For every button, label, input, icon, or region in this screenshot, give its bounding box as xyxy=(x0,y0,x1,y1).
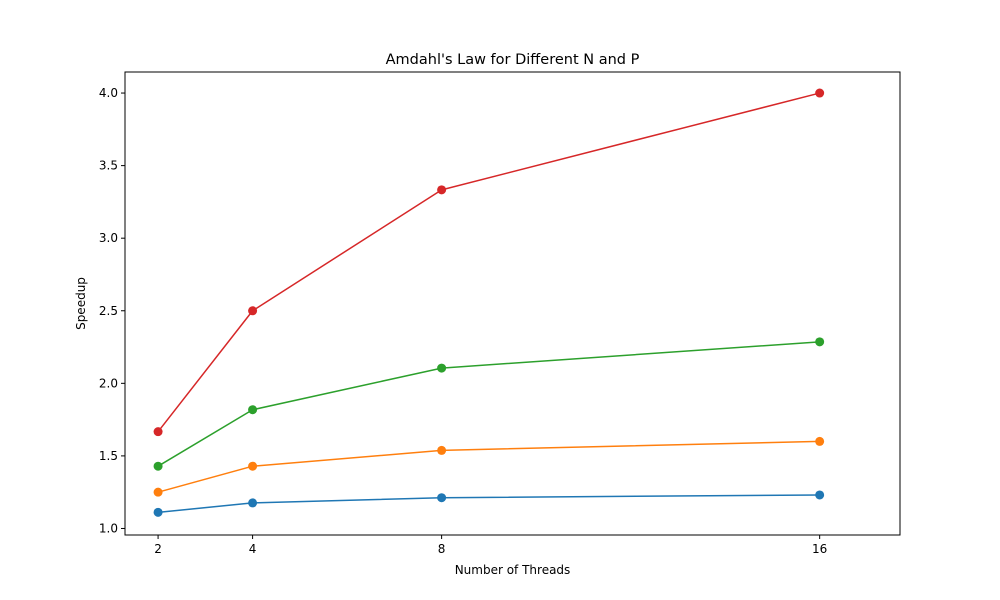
data-point xyxy=(815,337,825,347)
x-axis-ticks: 2 4 8 16 xyxy=(154,535,827,556)
series-4 xyxy=(153,88,825,437)
data-point xyxy=(248,306,258,316)
y-tick-label: 2.0 xyxy=(99,376,118,390)
series-line xyxy=(157,341,820,467)
series-line xyxy=(158,494,820,514)
series-3 xyxy=(153,337,825,471)
y-axis-ticks: 1.0 1.5 2.0 2.5 3.0 3.5 4.0 xyxy=(99,86,125,535)
plot-area xyxy=(153,88,825,517)
data-point xyxy=(153,461,163,471)
data-point xyxy=(815,490,825,500)
series-line xyxy=(157,92,820,433)
data-point xyxy=(815,88,825,98)
x-axis-label: Number of Threads xyxy=(455,563,571,577)
data-point xyxy=(153,487,163,497)
series-2 xyxy=(153,436,825,497)
data-point xyxy=(153,507,163,517)
data-point xyxy=(437,445,447,455)
y-axis-label: Speedup xyxy=(74,277,88,330)
y-tick-label: 4.0 xyxy=(99,86,118,100)
data-point xyxy=(248,461,258,471)
y-tick-label: 1.5 xyxy=(99,449,118,463)
x-tick-label: 2 xyxy=(154,542,162,556)
chart-title: Amdahl's Law for Different N and P xyxy=(386,52,640,68)
y-tick-label: 1.0 xyxy=(99,521,118,535)
plot-frame xyxy=(124,71,901,536)
y-tick-label: 3.5 xyxy=(99,159,118,173)
x-tick-label: 8 xyxy=(438,542,446,556)
series-line xyxy=(157,440,820,493)
x-tick-label: 16 xyxy=(812,542,827,556)
series-1 xyxy=(153,490,825,517)
data-point xyxy=(437,493,447,503)
data-point xyxy=(437,363,447,373)
data-point xyxy=(815,436,825,446)
data-point xyxy=(437,185,447,195)
data-point xyxy=(248,498,258,508)
x-tick-label: 4 xyxy=(249,542,257,556)
data-point xyxy=(153,427,163,437)
y-tick-label: 2.5 xyxy=(99,304,118,318)
data-point xyxy=(248,405,258,415)
y-tick-label: 3.0 xyxy=(99,231,118,245)
